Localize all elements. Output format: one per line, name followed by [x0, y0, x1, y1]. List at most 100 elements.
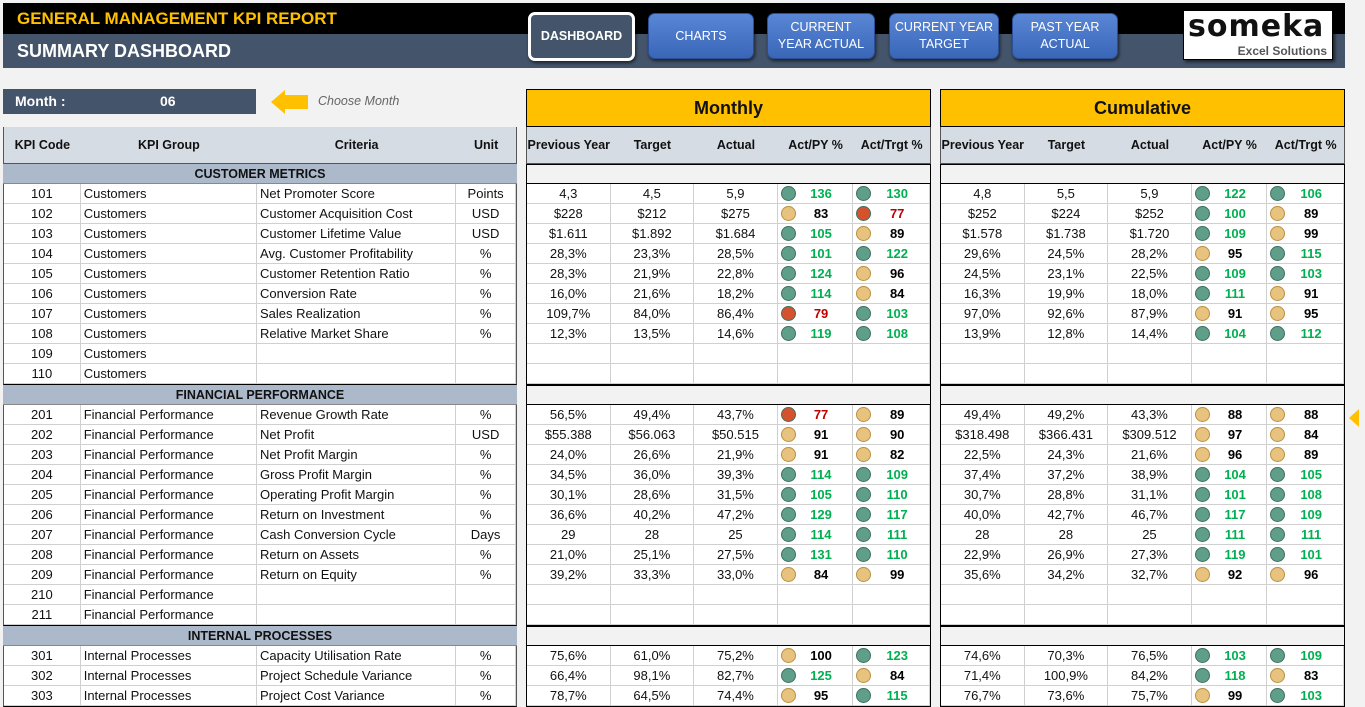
section-rows: 301 Internal Processes Capacity Utilisatio…	[3, 646, 517, 707]
table-row[interactable]: 203 Financial Performance Net Profit Margi…	[4, 445, 516, 465]
act-py-value: 111	[1224, 286, 1246, 301]
previous-year-value: $1.578	[941, 224, 1025, 244]
table-row[interactable]: 104 Customers Avg. Customer Profitability%	[4, 244, 516, 264]
table-row[interactable]: 206 Financial Performance Return on Invest…	[4, 505, 516, 525]
status-yellow-icon	[780, 427, 796, 442]
previous-year-value: 16,0%	[527, 284, 611, 304]
monthly-column-headers: Previous Year Target Actual Act/PY % Act…	[526, 127, 931, 164]
nav-dashboard-button[interactable]: DASHBOARD	[528, 12, 635, 61]
previous-year-value: 35,6%	[941, 565, 1025, 585]
actual-value: 75,2%	[694, 646, 778, 666]
table-row[interactable]: 109 Customers	[4, 344, 516, 364]
kpi-unit: %	[456, 264, 516, 284]
kpi-criteria: Cash Conversion Cycle	[257, 525, 457, 545]
act-py-indicator	[1191, 605, 1268, 625]
logo-name: someka	[1188, 10, 1325, 44]
act-trgt-indicator: 112	[1267, 324, 1344, 344]
table-row[interactable]: 211 Financial Performance	[4, 605, 516, 625]
status-green-icon	[1194, 547, 1210, 562]
actual-value: 14,6%	[694, 324, 778, 344]
target-value	[610, 344, 695, 364]
table-row[interactable]: 303 Internal Processes Project Cost Varian…	[4, 686, 516, 706]
nav-current-year-actual-button[interactable]: CURRENT YEAR ACTUAL	[767, 13, 875, 59]
status-green-icon	[780, 487, 796, 502]
previous-year-value: 36,6%	[527, 505, 611, 525]
table-row[interactable]: 209 Financial Performance Return on Equity…	[4, 565, 516, 585]
actual-value: 27,3%	[1108, 545, 1192, 565]
act-trgt-indicator: 111	[853, 525, 930, 545]
actual-value	[694, 344, 778, 364]
table-row[interactable]: 101 Customers Net Promoter Score Points	[4, 184, 516, 204]
table-row[interactable]: 302 Internal Processes Project Schedule Va…	[4, 666, 516, 686]
month-selector[interactable]: Month : 06	[3, 89, 256, 114]
target-value: 61,0%	[610, 646, 695, 666]
act-trgt-indicator: 83	[1267, 666, 1344, 686]
act-py-indicator	[777, 344, 854, 364]
table-row[interactable]: 205 Financial Performance Operating Profit…	[4, 485, 516, 505]
act-py-value: 83	[813, 206, 829, 221]
logo-tagline: Excel Solutions	[1237, 44, 1327, 58]
table-row[interactable]: 107 Customers Sales Realization%	[4, 304, 516, 324]
act-py-value: 122	[1224, 186, 1246, 201]
previous-year-value: 22,9%	[941, 545, 1025, 565]
target-value: 28,8%	[1024, 485, 1109, 505]
kpi-code: 207	[4, 525, 81, 545]
table-row[interactable]: 103 Customers Customer Lifetime Value USD	[4, 224, 516, 244]
table-row[interactable]: 110 Customers	[4, 364, 516, 384]
act-trgt-value: 84	[889, 668, 905, 683]
act-trgt-value: 111	[887, 527, 908, 542]
act-trgt-indicator: 106	[1267, 184, 1344, 204]
act-py-indicator: 101	[1191, 485, 1268, 505]
kpi-group: Financial Performance	[80, 425, 258, 445]
kpi-code: 206	[4, 505, 81, 525]
act-py-indicator: 105	[777, 224, 854, 244]
kpi-table: CUSTOMER METRICS 101 Customers Net Promoter…	[3, 164, 517, 707]
nav-current-year-target-button[interactable]: CURRENT YEAR TARGET	[889, 13, 999, 59]
col-criteria: Criteria	[334, 137, 379, 152]
previous-year-value: 24,0%	[527, 445, 611, 465]
status-green-icon	[780, 527, 796, 542]
table-row[interactable]: 301 Internal Processes Capacity Utilisatio…	[4, 646, 516, 666]
table-row[interactable]: 208 Financial Performance Return on Assets…	[4, 545, 516, 565]
month-value[interactable]: 06	[160, 93, 176, 109]
act-py-value: 105	[810, 226, 832, 241]
monthly-table: 4,3 4,5 5,9 136 130 $228 $212 $275 83 77 $1.611 $1.…	[526, 164, 931, 707]
table-row[interactable]: 102 Customers Customer Acquisition Cost USD	[4, 204, 516, 224]
nav-charts-button[interactable]: CHARTS	[648, 13, 754, 59]
table-row: 28,3% 23,3% 28,5% 101 122	[527, 244, 930, 264]
status-yellow-icon	[1270, 286, 1286, 301]
act-py-value: 119	[1224, 547, 1246, 562]
table-row[interactable]: 106 Customers Conversion Rate%	[4, 284, 516, 304]
kpi-code: 202	[4, 425, 81, 445]
table-row[interactable]: 210 Financial Performance	[4, 585, 516, 605]
status-green-icon	[1194, 527, 1210, 542]
act-py-indicator: 104	[1191, 324, 1268, 344]
col-act-py: Act/PY %	[1202, 137, 1257, 152]
status-yellow-icon	[1194, 306, 1210, 321]
actual-value: 31,1%	[1108, 485, 1192, 505]
act-trgt-indicator: 115	[853, 686, 930, 706]
act-py-value: 118	[1224, 668, 1246, 683]
nav-past-year-actual-button[interactable]: PAST YEAR ACTUAL	[1012, 13, 1118, 59]
target-value: 92,6%	[1024, 304, 1109, 324]
table-row[interactable]: 108 Customers Relative Market Share%	[4, 324, 516, 344]
table-row[interactable]: 207 Financial Performance Cash Conversion …	[4, 525, 516, 545]
table-row[interactable]: 105 Customers Customer Retention Ratio%	[4, 264, 516, 284]
act-trgt-value: 96	[1303, 567, 1319, 582]
target-value	[610, 585, 695, 605]
act-trgt-indicator: 110	[853, 485, 930, 505]
status-green-icon	[780, 668, 796, 683]
status-yellow-icon	[1270, 226, 1286, 241]
table-row[interactable]: 204 Financial Performance Gross Profit Mar…	[4, 465, 516, 485]
table-row[interactable]: 201 Financial Performance Revenue Growth R…	[4, 405, 516, 425]
status-yellow-icon	[780, 648, 796, 663]
act-py-value: 114	[810, 527, 832, 542]
kpi-unit: USD	[456, 204, 516, 224]
section-gap	[526, 385, 931, 405]
act-py-indicator: 79	[777, 304, 854, 324]
table-row	[941, 364, 1344, 384]
previous-year-value: 28,3%	[527, 264, 611, 284]
actual-value	[1108, 344, 1192, 364]
table-row[interactable]: 202 Financial Performance Net Profit USD	[4, 425, 516, 445]
kpi-group: Financial Performance	[80, 585, 258, 605]
